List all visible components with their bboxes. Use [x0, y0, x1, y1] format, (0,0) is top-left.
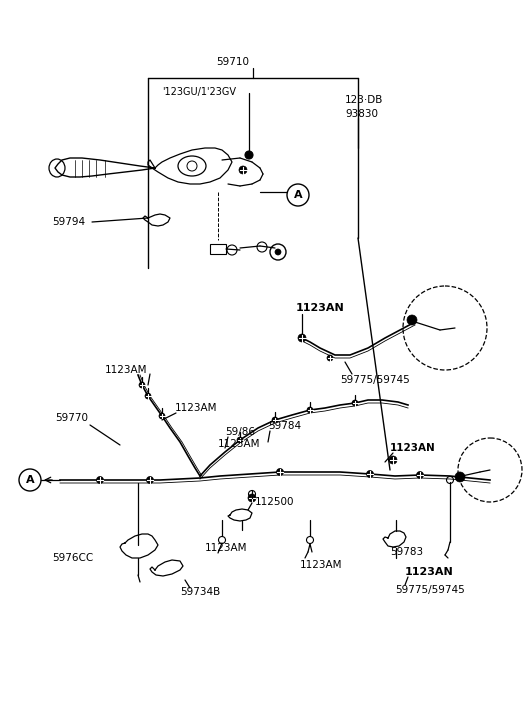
Text: 1123AM: 1123AM — [205, 543, 247, 553]
Text: 59770: 59770 — [55, 413, 88, 423]
Circle shape — [272, 417, 278, 423]
Circle shape — [455, 472, 465, 482]
Text: 1123AN: 1123AN — [296, 303, 345, 313]
Text: A: A — [25, 475, 35, 485]
Text: 1123AN: 1123AN — [390, 443, 436, 453]
Text: 1123AM: 1123AM — [175, 403, 218, 413]
Text: 59775/59745: 59775/59745 — [395, 585, 465, 595]
Circle shape — [248, 494, 256, 502]
Circle shape — [145, 393, 151, 399]
Circle shape — [237, 437, 243, 443]
Text: 93830: 93830 — [345, 109, 378, 119]
Text: 59710: 59710 — [217, 57, 250, 67]
Text: 123·DB: 123·DB — [345, 95, 383, 105]
Text: 1123AM: 1123AM — [300, 560, 342, 570]
Circle shape — [327, 355, 333, 361]
Text: 1123AM: 1123AM — [105, 365, 148, 375]
Circle shape — [352, 400, 358, 406]
Text: 1123AN: 1123AN — [405, 567, 454, 577]
Text: 112500: 112500 — [255, 497, 295, 507]
Circle shape — [277, 468, 284, 475]
Circle shape — [407, 315, 417, 325]
Text: 59783: 59783 — [390, 547, 423, 557]
Circle shape — [139, 382, 145, 388]
Bar — [210, 244, 226, 254]
Circle shape — [97, 476, 104, 483]
Text: 5976CC: 5976CC — [52, 553, 93, 563]
Circle shape — [147, 476, 153, 483]
Circle shape — [275, 249, 281, 255]
Text: '123GU/1'23GV: '123GU/1'23GV — [162, 87, 236, 97]
Circle shape — [239, 166, 247, 174]
Text: 59775/59745: 59775/59745 — [340, 375, 410, 385]
Circle shape — [416, 472, 424, 478]
Text: 59784: 59784 — [268, 421, 301, 431]
Text: A: A — [294, 190, 302, 200]
Circle shape — [298, 334, 306, 342]
Text: 59794: 59794 — [52, 217, 85, 227]
Text: 59734B: 59734B — [180, 587, 220, 597]
Circle shape — [159, 413, 165, 419]
Circle shape — [307, 407, 313, 413]
Text: 59/86: 59/86 — [225, 427, 255, 437]
Circle shape — [366, 470, 373, 478]
Text: 1123AM: 1123AM — [218, 439, 261, 449]
Circle shape — [389, 456, 397, 464]
Circle shape — [245, 151, 253, 159]
